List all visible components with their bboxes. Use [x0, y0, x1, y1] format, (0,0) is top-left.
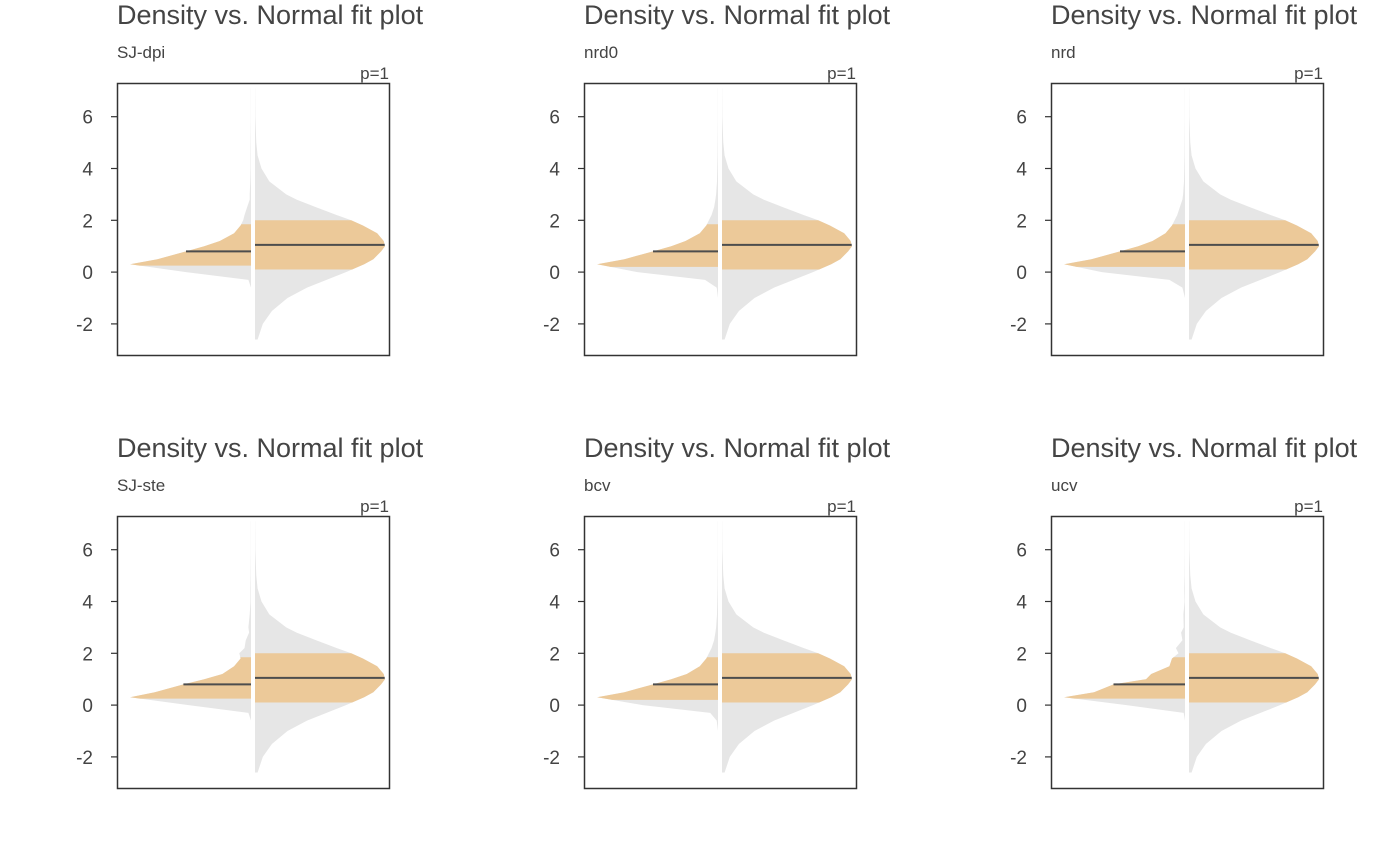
panel-1-ytick-label: 6: [82, 108, 93, 129]
panel-5-subtitle: bcv: [584, 476, 611, 495]
panel-4-normal-fit-area: [255, 521, 385, 773]
panel-3-plot-area: -2 0 2 4 6 p=1: [1010, 64, 1325, 357]
panel-4-title: Density vs. Normal fit plot: [117, 433, 424, 463]
panel-6-frame: [1050, 515, 1325, 790]
panel-2-ytick-label: 0: [549, 263, 560, 284]
panel-6-plot-area: -2 0 2 4 6 p=1: [1010, 497, 1325, 790]
panel-6-ytick-label: 4: [1016, 593, 1027, 614]
panel-4-frame: [116, 515, 391, 790]
panel-1-ytick-label: 0: [82, 263, 93, 284]
panel-5-plot: -2 0 2 4 6 p=1: [543, 497, 858, 790]
panel-2-annotation: p=1: [827, 64, 856, 83]
panel-3-annotation: p=1: [1294, 64, 1323, 83]
panel-6-density-area: [1064, 521, 1185, 773]
panel-2-plot: -2 0 2 4 6 p=1: [543, 64, 858, 357]
panel-3-plot: -2 0 2 4 6 p=1: [1010, 64, 1325, 357]
panel-3-ytick-label: 0: [1016, 263, 1027, 284]
panel-4-ytick-label: 4: [82, 593, 93, 614]
panel-2-ytick-label: -2: [543, 315, 560, 336]
panel-2-title: Density vs. Normal fit plot: [584, 0, 891, 30]
panel-6-ytick-label: 6: [1016, 541, 1027, 562]
panel-1-ytick-label: -2: [76, 315, 93, 336]
panel-6-annotation: p=1: [1294, 497, 1323, 516]
panel-5-annotation: p=1: [827, 497, 856, 516]
panel-5-density-area: [597, 521, 718, 773]
panel-5-density-band: [597, 657, 718, 700]
panel-4-ytick-label: 0: [82, 696, 93, 717]
panel-1-plot-area: -2 0 2 4 6 p=1: [76, 64, 391, 357]
panel-6-normal-fit-area: [1189, 521, 1319, 773]
panel-1-normal-fit-area: [255, 88, 385, 340]
panel-4-plot-area: -2 0 2 4 6 p=1: [76, 497, 391, 790]
panel-5-title: Density vs. Normal fit plot: [584, 433, 891, 463]
panel-3-ytick-label: 6: [1016, 108, 1027, 129]
panel-2-subtitle: nrd0: [584, 43, 619, 62]
panel-5-ytick-label: 4: [549, 593, 560, 614]
panel-3-density-band: [1064, 224, 1185, 267]
panel-3-subtitle: nrd: [1051, 43, 1076, 62]
panel-3-frame: [1050, 82, 1325, 357]
panel-1-density-area: [130, 88, 251, 340]
panel-3-ytick-label: 2: [1016, 211, 1027, 232]
panel-4-ytick-label: 6: [82, 541, 93, 562]
panel-4-ytick-label: -2: [76, 748, 93, 769]
panel-3-density-area: [1064, 88, 1185, 340]
panel-5-normal-fit-area: [722, 521, 852, 773]
panel-4-subtitle: SJ-ste: [117, 476, 166, 495]
panel-4-ytick-label: 2: [82, 644, 93, 665]
panel-5-ytick-label: 2: [549, 644, 560, 665]
panel-2-density-band: [597, 224, 718, 267]
panel-4-density-band: [130, 657, 251, 699]
panel-1-plot: -2 0 2 4 6 p=1: [76, 64, 391, 357]
panel-2-ytick-label: 2: [549, 211, 560, 232]
panel-3-ytick-label: 4: [1016, 160, 1027, 181]
panel-6-plot: -2 0 2 4 6 p=1: [1010, 497, 1325, 790]
panel-1-title: Density vs. Normal fit plot: [117, 0, 424, 30]
panel-5-plot-area: -2 0 2 4 6 p=1: [543, 497, 858, 790]
panel-2-ytick-label: 4: [549, 160, 560, 181]
panel-6-title: Density vs. Normal fit plot: [1051, 433, 1358, 463]
panel-6-ytick-label: 0: [1016, 696, 1027, 717]
panel-5-ytick-label: 6: [549, 541, 560, 562]
panel-1-annotation: p=1: [360, 64, 389, 83]
panel-3-ytick-label: -2: [1010, 315, 1027, 336]
panel-3-normal-fit-area: [1189, 88, 1319, 340]
panel-1-density-band: [130, 224, 251, 266]
panel-1-ytick-label: 2: [82, 211, 93, 232]
panel-3-title: Density vs. Normal fit plot: [1051, 0, 1358, 30]
panel-6-subtitle: ucv: [1051, 476, 1078, 495]
panel-5-frame: [583, 515, 858, 790]
panel-5-ytick-label: -2: [543, 748, 560, 769]
panel-4-plot: -2 0 2 4 6 p=1: [76, 497, 391, 790]
panel-6-ytick-label: 2: [1016, 644, 1027, 665]
panel-5-ytick-label: 0: [549, 696, 560, 717]
panel-1-subtitle: SJ-dpi: [117, 43, 166, 62]
panel-4-density-area: [130, 521, 251, 773]
panel-2-density-area: [597, 88, 718, 340]
panel-2-normal-fit-area: [722, 88, 852, 340]
panel-6-density-band: [1064, 657, 1185, 699]
panel-6-ytick-label: -2: [1010, 748, 1027, 769]
panel-2-plot-area: -2 0 2 4 6 p=1: [543, 64, 858, 357]
panel-2-ytick-label: 6: [549, 108, 560, 129]
panel-4-annotation: p=1: [360, 497, 389, 516]
panel-1-ytick-label: 4: [82, 160, 93, 181]
panel-2-frame: [583, 82, 858, 357]
panel-1-frame: [116, 82, 391, 357]
